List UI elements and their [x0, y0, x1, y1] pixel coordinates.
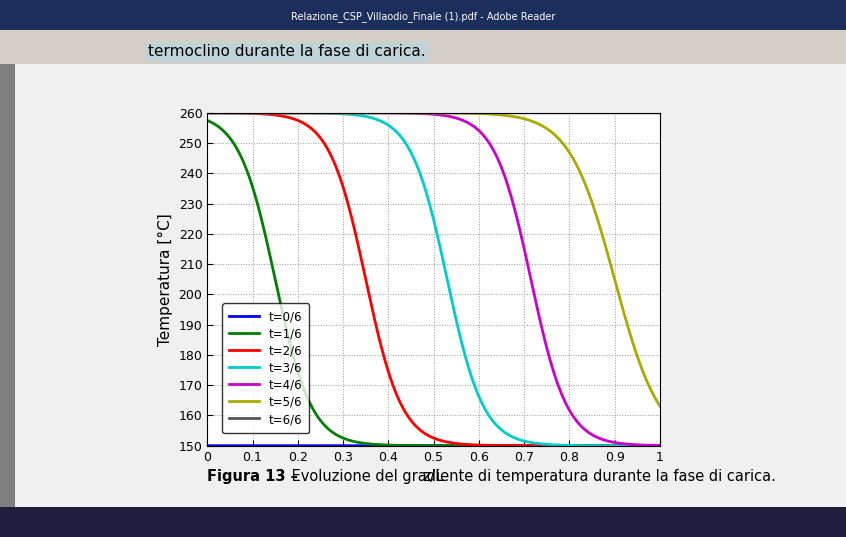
- t=5/6: [558, 141, 569, 148]
- t=0/6: [410, 442, 420, 449]
- t=3/6: [641, 442, 651, 449]
- t=4/6: [202, 110, 212, 116]
- t=5/6: [410, 110, 420, 116]
- t=2/6: [410, 423, 420, 429]
- t=4/6: [225, 110, 235, 116]
- t=6/6: [225, 110, 235, 116]
- t=1/6: [641, 442, 651, 449]
- t=2/6: [558, 442, 569, 449]
- t=0/6: [202, 442, 212, 449]
- t=4/6: [558, 396, 569, 402]
- t=3/6: [655, 442, 665, 449]
- t=1/6: [655, 442, 665, 449]
- t=2/6: [655, 442, 665, 449]
- t=1/6: [422, 442, 432, 449]
- t=2/6: [422, 432, 432, 438]
- t=5/6: [641, 377, 651, 383]
- X-axis label: z/L: z/L: [423, 469, 444, 484]
- t=4/6: [641, 442, 651, 448]
- t=1/6: [202, 117, 212, 124]
- t=1/6: [641, 442, 651, 449]
- t=6/6: [641, 110, 651, 116]
- Y-axis label: Temperatura [°C]: Temperatura [°C]: [158, 213, 173, 346]
- t=5/6: [225, 110, 235, 116]
- t=2/6: [202, 110, 212, 116]
- Line: t=5/6: t=5/6: [207, 113, 660, 406]
- Line: t=4/6: t=4/6: [207, 113, 660, 446]
- t=1/6: [558, 442, 569, 449]
- t=3/6: [410, 158, 420, 165]
- Text: termoclino durante la fase di carica.: termoclino durante la fase di carica.: [148, 45, 426, 60]
- t=2/6: [641, 442, 651, 449]
- Line: t=1/6: t=1/6: [207, 120, 660, 446]
- t=2/6: [641, 442, 651, 449]
- t=6/6: [410, 110, 420, 116]
- t=0/6: [225, 442, 235, 449]
- t=4/6: [410, 110, 420, 117]
- t=5/6: [655, 403, 665, 409]
- Legend: t=0/6, t=1/6, t=2/6, t=3/6, t=4/6, t=5/6, t=6/6: t=0/6, t=1/6, t=2/6, t=3/6, t=4/6, t=5/6…: [222, 303, 309, 433]
- t=4/6: [655, 442, 665, 449]
- t=4/6: [641, 442, 651, 448]
- t=6/6: [422, 110, 432, 116]
- t=6/6: [655, 110, 665, 116]
- t=3/6: [422, 193, 432, 200]
- t=3/6: [641, 442, 651, 449]
- Line: t=3/6: t=3/6: [207, 113, 660, 446]
- t=2/6: [225, 110, 235, 116]
- t=3/6: [225, 110, 235, 116]
- t=0/6: [558, 442, 569, 449]
- t=6/6: [558, 110, 569, 116]
- t=6/6: [641, 110, 651, 116]
- t=0/6: [655, 442, 665, 449]
- t=0/6: [638, 442, 648, 449]
- t=3/6: [558, 442, 569, 448]
- t=6/6: [202, 110, 212, 116]
- Text: Relazione_CSP_Villaodio_Finale (1).pdf - Adobe Reader: Relazione_CSP_Villaodio_Finale (1).pdf -…: [291, 11, 555, 21]
- t=0/6: [641, 442, 651, 449]
- t=1/6: [225, 135, 235, 142]
- t=5/6: [641, 378, 651, 384]
- Text: Figura 13 –: Figura 13 –: [207, 469, 298, 484]
- t=5/6: [422, 110, 432, 116]
- Text: Evoluzione del gradiente di temperatura durante la fase di carica.: Evoluzione del gradiente di temperatura …: [287, 469, 776, 484]
- t=0/6: [422, 442, 432, 449]
- t=4/6: [422, 111, 432, 117]
- t=5/6: [202, 110, 212, 116]
- t=0/6: [642, 442, 652, 449]
- t=1/6: [410, 442, 420, 449]
- Line: t=2/6: t=2/6: [207, 113, 660, 446]
- t=3/6: [202, 110, 212, 116]
